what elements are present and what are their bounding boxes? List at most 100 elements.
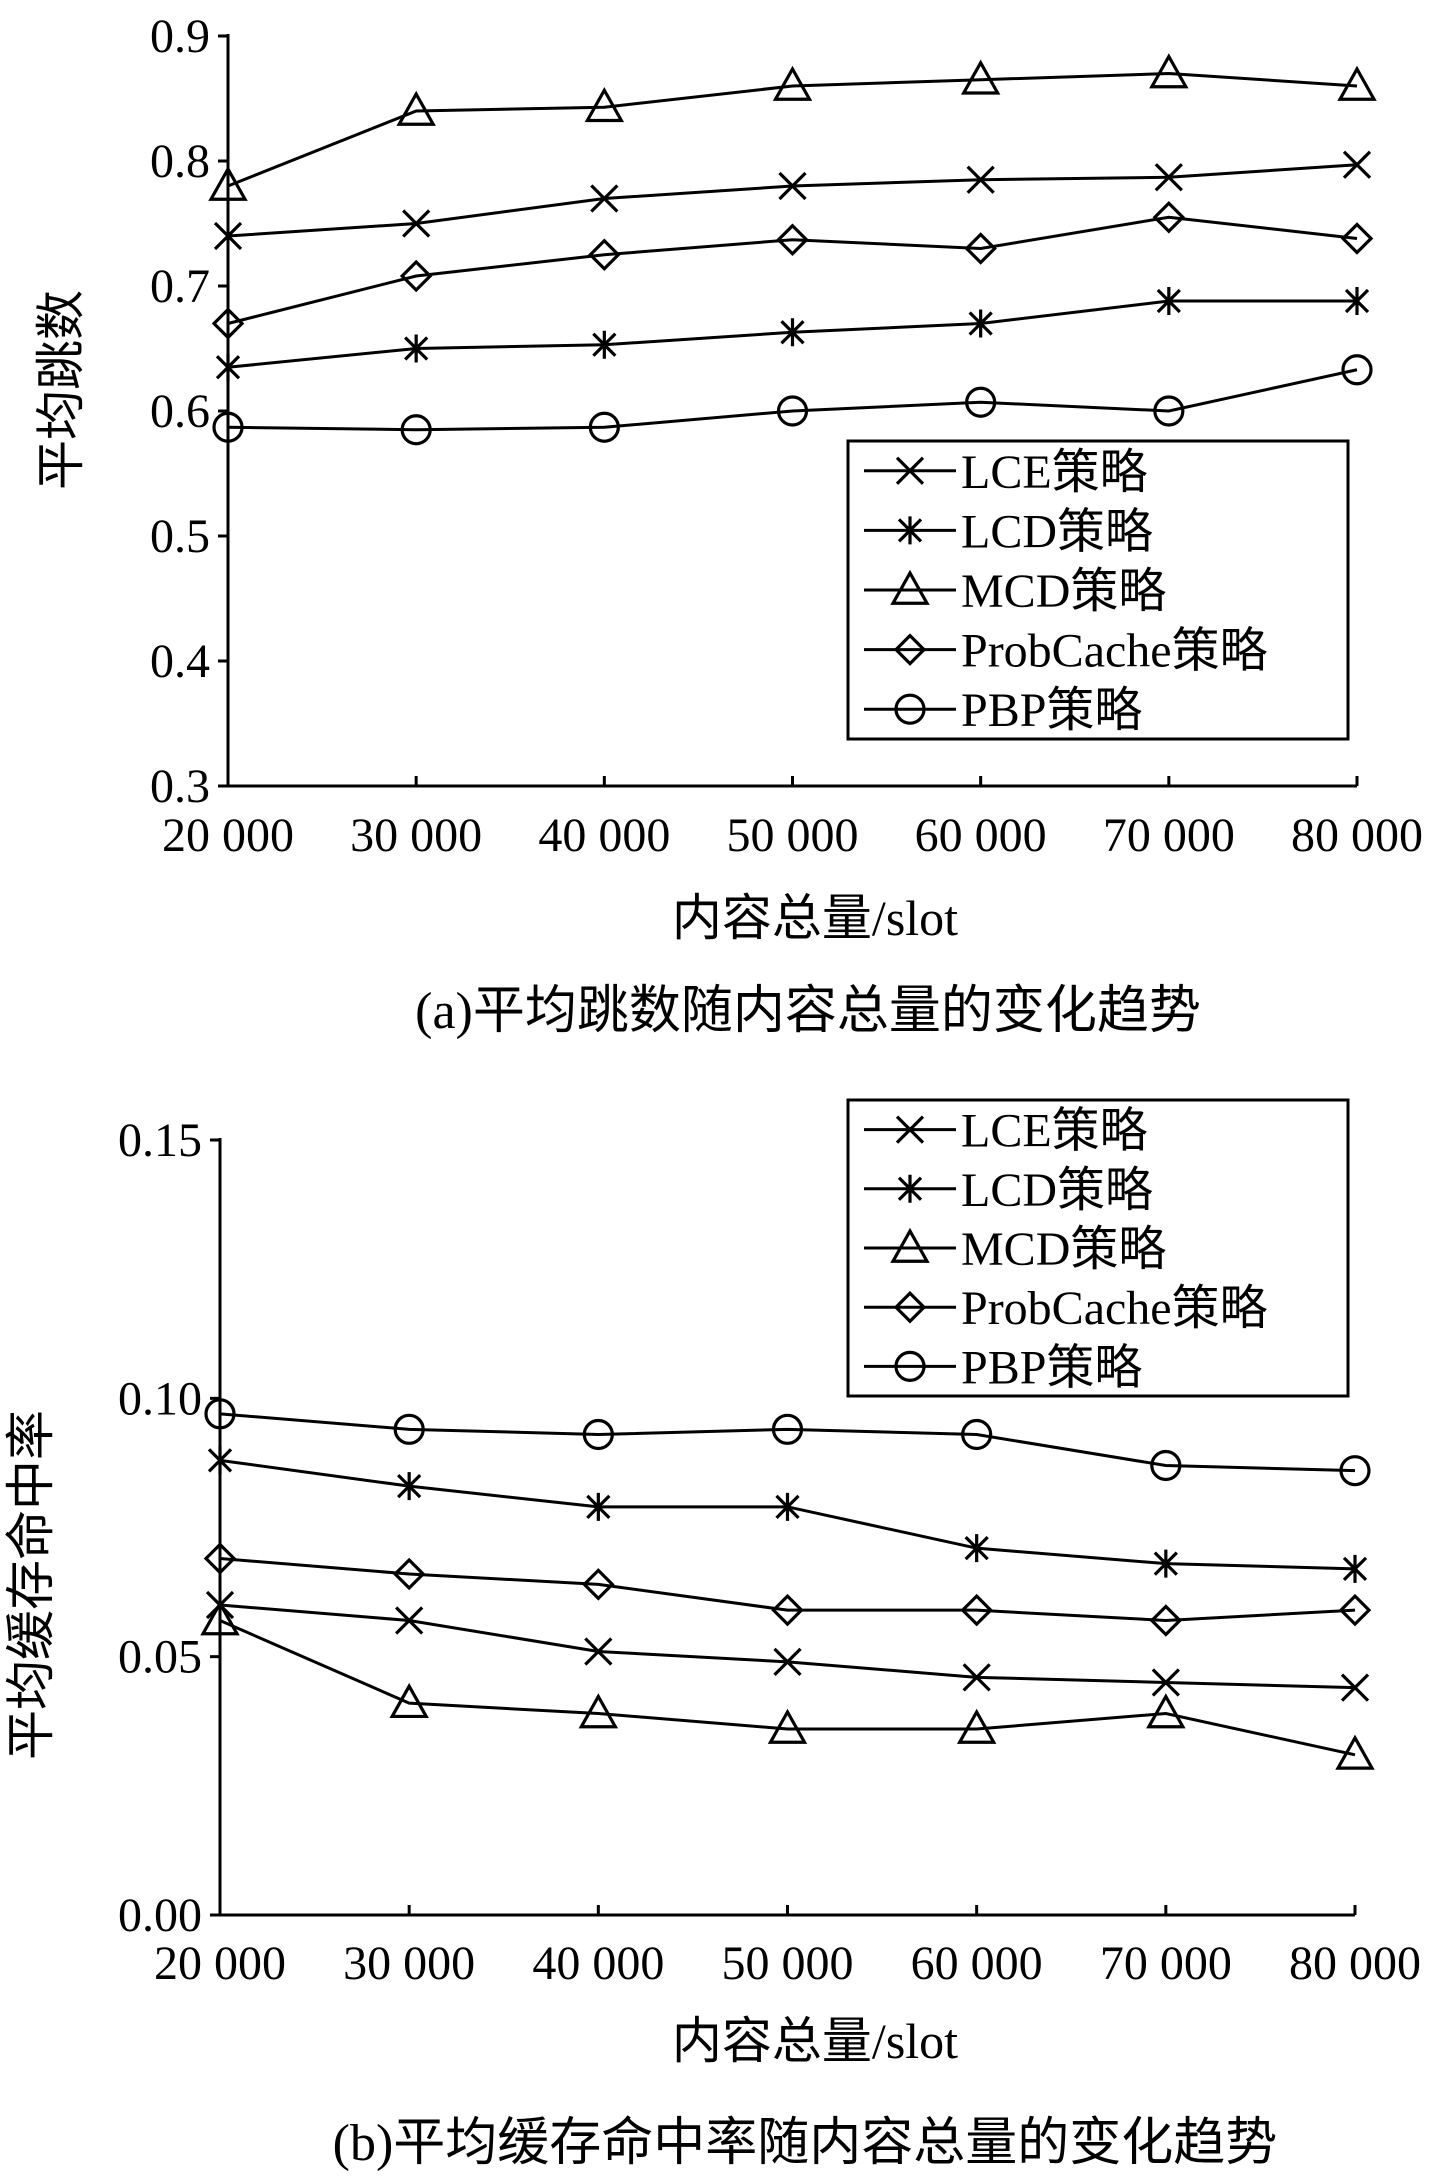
- series-lcd: [207, 1446, 1368, 1583]
- y-tick-label: 0.6: [150, 385, 210, 438]
- chart-b-cache-hit-rate: 0.00 0.05 0.10 0.15 20 000 30 000 40 000 50 000…: [3, 1098, 1421, 2172]
- legend-item-probcache: ProbCache策略: [864, 1282, 1268, 1335]
- data-point-lce: [213, 221, 243, 251]
- data-point-mcd: [1335, 1734, 1375, 1770]
- data-point-lcd: [780, 318, 805, 347]
- legend-label-lce: LCE策略: [961, 446, 1148, 499]
- data-point-mcd: [772, 65, 813, 101]
- data-point-mcd: [767, 1708, 808, 1744]
- data-point-mcd: [956, 1708, 997, 1744]
- data-point-pbp: [582, 1418, 614, 1451]
- series-mcd: [208, 53, 1377, 201]
- series-probcache: [211, 200, 1374, 340]
- data-point-lcd: [586, 1492, 611, 1521]
- data-point-pbp: [1339, 1455, 1371, 1487]
- chart-b-x-axis-label: 内容总量/slot: [672, 2013, 958, 2069]
- x-tick-label: 30 000: [350, 809, 482, 862]
- data-point-mcd: [1337, 65, 1377, 101]
- legend-marker-probcache: [893, 1290, 927, 1324]
- data-point-probcache: [211, 307, 245, 340]
- data-point-probcache: [392, 1557, 426, 1591]
- data-point-probcache: [964, 232, 997, 265]
- data-point-lcd: [1342, 1554, 1368, 1583]
- y-tick-label: 0.8: [150, 135, 210, 188]
- data-point-lce: [1342, 150, 1372, 179]
- legend-marker-probcache: [893, 633, 927, 666]
- legend-marker-lcd: [897, 1174, 923, 1203]
- series-line-probcache: [219, 1557, 1356, 1623]
- y-tick-label: 0.10: [118, 1372, 202, 1425]
- data-point-probcache: [1152, 200, 1186, 234]
- legend-marker-lce: [895, 456, 925, 485]
- series-lce: [205, 1590, 1370, 1702]
- legend-label-mcd: MCD策略: [961, 565, 1166, 618]
- data-point-mcd: [389, 1682, 429, 1719]
- legend-marker-lcd: [897, 516, 923, 545]
- data-point-lcd: [215, 353, 241, 382]
- legend-marker-pbp: [894, 693, 926, 725]
- chart-b-caption: (b)平均缓存命中率随内容总量的变化趋势: [333, 2114, 1278, 2172]
- data-point-lce: [966, 165, 995, 194]
- data-point-lce: [778, 171, 807, 201]
- x-tick-label: 80 000: [1291, 809, 1423, 862]
- series-line-pbp: [227, 368, 1358, 432]
- chart-a-axes: 0.3 0.4 0.5 0.6 0.7 0.8 0.9 20 000 30 000 40 000 5…: [150, 10, 1423, 862]
- series-line-pbp: [219, 1412, 1356, 1473]
- legend-item-lce: LCE策略: [864, 1105, 1148, 1158]
- data-point-lce: [1154, 163, 1183, 192]
- data-point-lce: [402, 209, 431, 238]
- chart-a-y-axis-label: 平均跳数: [33, 290, 89, 490]
- legend-item-lcd: LCD策略: [864, 505, 1153, 558]
- data-point-probcache: [1338, 1593, 1372, 1627]
- legend-label-probcache: ProbCache策略: [961, 625, 1268, 678]
- series-line-probcache: [227, 215, 1358, 325]
- data-point-lce: [584, 1637, 613, 1666]
- data-point-probcache: [582, 1568, 615, 1601]
- legend-marker-mcd: [890, 569, 930, 605]
- legend-label-pbp: PBP策略: [961, 1341, 1142, 1394]
- x-tick-label: 20 000: [162, 809, 294, 862]
- legend-label-lce: LCE策略: [961, 1105, 1148, 1158]
- data-point-lcd: [968, 309, 993, 338]
- data-point-lcd: [404, 334, 429, 363]
- series-line-mcd: [227, 71, 1358, 188]
- series-line-lce: [219, 1603, 1356, 1690]
- chart-a-caption: (a)平均跳数随内容总量的变化趋势: [415, 983, 1201, 1040]
- data-point-probcache: [203, 1542, 237, 1575]
- data-point-pbp: [204, 1398, 236, 1430]
- x-tick-label: 80 000: [1289, 1937, 1421, 1990]
- legend-marker-pbp: [894, 1350, 926, 1383]
- chart-a-x-axis-label: 内容总量/slot: [672, 890, 958, 946]
- x-tick-label: 60 000: [911, 1937, 1043, 1990]
- series-lcd: [215, 287, 1370, 382]
- chart-a-series: [208, 53, 1377, 446]
- data-point-mcd: [1146, 1693, 1186, 1729]
- y-tick-label: 0.15: [118, 1114, 202, 1167]
- y-tick-label: 0.05: [118, 1631, 202, 1684]
- x-tick-label: 40 000: [532, 1937, 664, 1990]
- data-point-lce: [962, 1663, 991, 1692]
- data-point-mcd: [1149, 53, 1189, 89]
- x-tick-label: 50 000: [722, 1937, 854, 1990]
- chart-a-legend: LCE策略 LCD策略 MCD策略 ProbCache策略 PBP策略: [846, 439, 1350, 741]
- data-point-pbp: [1153, 395, 1185, 427]
- x-tick-label: 70 000: [1103, 809, 1235, 862]
- y-tick-label: 0.4: [150, 635, 210, 688]
- x-tick-label: 20 000: [154, 1937, 286, 1990]
- legend-item-mcd: MCD策略: [864, 1223, 1166, 1276]
- data-point-pbp: [776, 395, 809, 427]
- data-point-pbp: [1341, 354, 1373, 386]
- chart-b-legend: LCE策略 LCD策略 MCD策略 ProbCache策略 PBP策略: [846, 1098, 1350, 1398]
- y-tick-label: 0.7: [150, 260, 210, 313]
- data-point-lcd: [397, 1472, 422, 1501]
- legend-label-lcd: LCD策略: [961, 505, 1153, 558]
- x-tick-label: 60 000: [915, 809, 1047, 862]
- y-tick-label: 0.00: [118, 1889, 202, 1942]
- legend-label-pbp: PBP策略: [961, 684, 1142, 737]
- data-point-probcache: [1149, 1604, 1183, 1637]
- legend-label-mcd: MCD策略: [961, 1223, 1166, 1276]
- data-point-pbp: [400, 414, 432, 446]
- data-point-mcd: [578, 1693, 619, 1729]
- data-point-lcd: [1344, 287, 1370, 315]
- data-point-lce: [1340, 1673, 1370, 1702]
